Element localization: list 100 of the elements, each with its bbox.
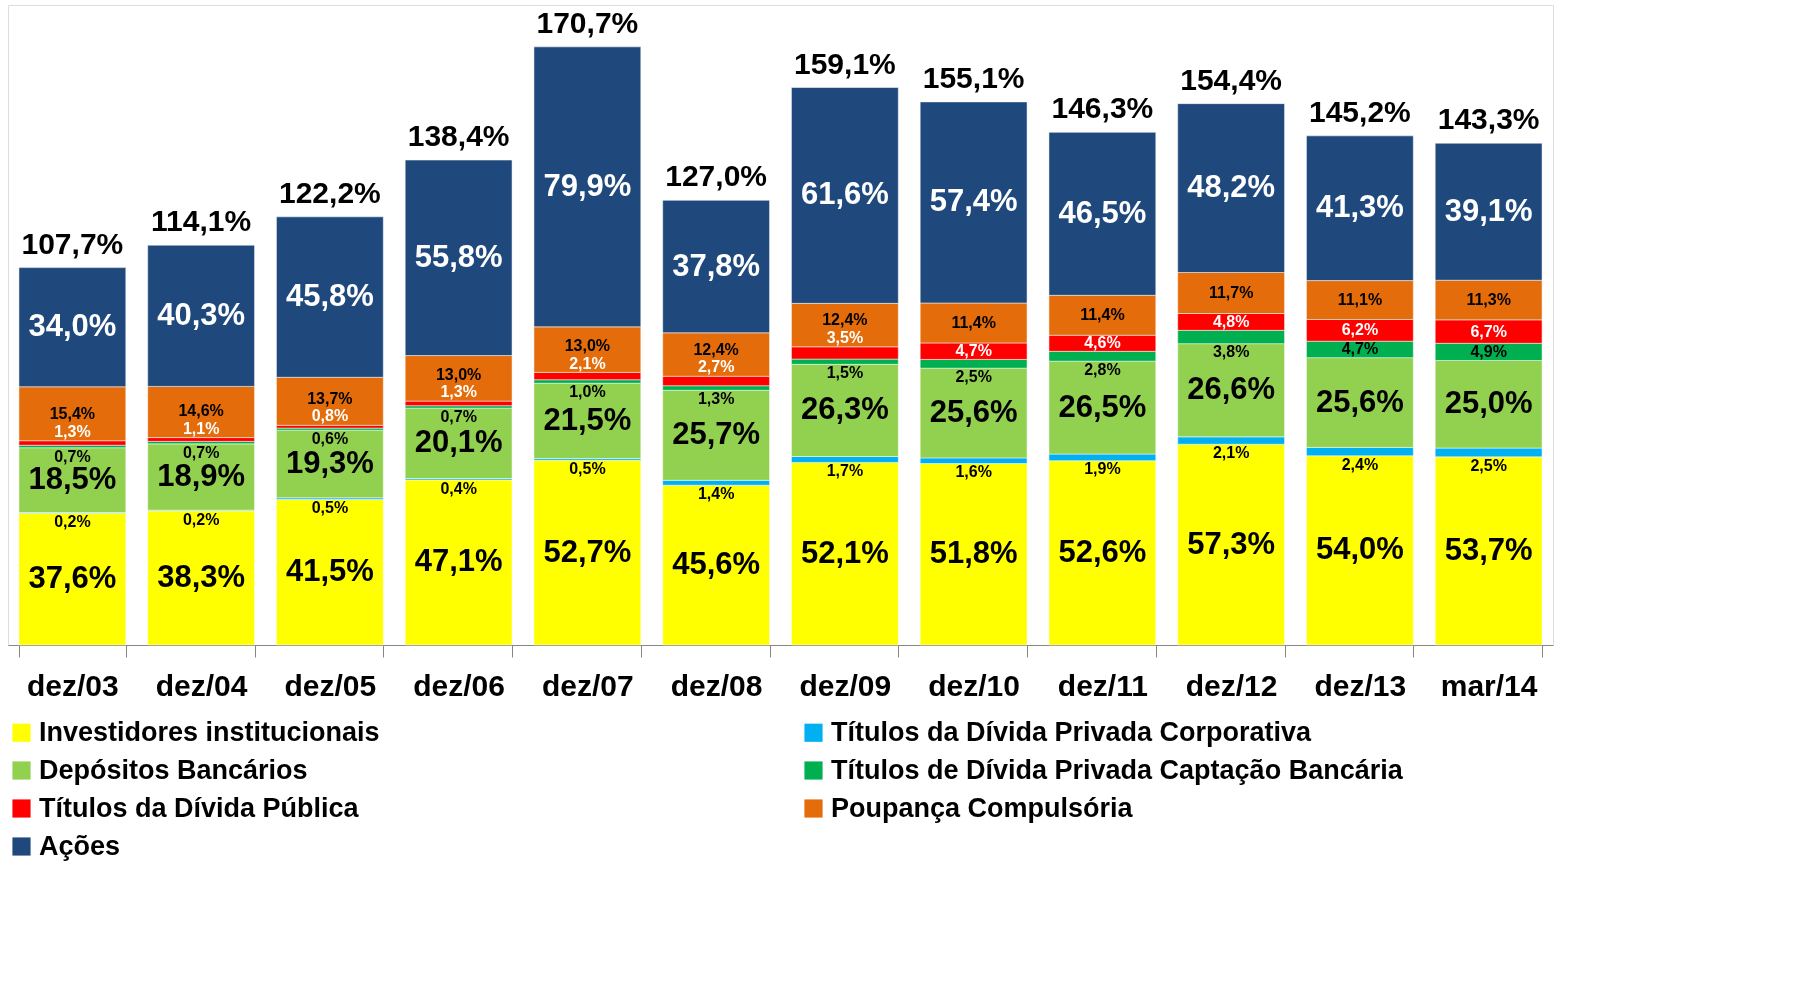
data-label: 4,7% bbox=[1341, 340, 1379, 358]
legend-label: Ações bbox=[39, 830, 121, 861]
data-label: 4,6% bbox=[1084, 333, 1121, 351]
data-label: 26,3% bbox=[800, 391, 889, 427]
data-label: 4,8% bbox=[1212, 312, 1250, 330]
data-label: 25,6% bbox=[1315, 383, 1404, 419]
data-label: 1,3% bbox=[697, 390, 735, 408]
data-label: 1,0% bbox=[569, 383, 606, 401]
data-label: 52,1% bbox=[800, 534, 889, 570]
data-label: 55,8% bbox=[414, 238, 503, 274]
data-label: 12,4% bbox=[822, 311, 868, 329]
data-label: 34,0% bbox=[28, 308, 117, 344]
x-tick-label: dez/04 bbox=[155, 668, 248, 702]
data-label: 26,6% bbox=[1187, 371, 1276, 407]
data-label: 0,7% bbox=[440, 407, 477, 425]
x-tick-label: dez/05 bbox=[284, 668, 377, 702]
data-label: 45,8% bbox=[285, 278, 374, 314]
data-label: 13,7% bbox=[307, 389, 353, 407]
data-label: 20,1% bbox=[414, 424, 503, 460]
data-label: 4,7% bbox=[955, 341, 992, 359]
x-tick-label: dez/12 bbox=[1185, 668, 1278, 702]
data-label: 2,7% bbox=[697, 358, 735, 376]
data-label: 2,1% bbox=[569, 354, 606, 372]
total-label: 155,1% bbox=[922, 60, 1025, 94]
total-label: 127,0% bbox=[665, 159, 767, 193]
data-label: 3,8% bbox=[1212, 343, 1250, 361]
legend-label: Títulos da Dívida Pública bbox=[39, 792, 360, 823]
total-label: 170,7% bbox=[536, 5, 639, 39]
data-label: 11,7% bbox=[1208, 284, 1254, 302]
data-label: 1,5% bbox=[826, 364, 864, 382]
data-label: 2,5% bbox=[955, 367, 992, 385]
x-tick-label: dez/11 bbox=[1057, 668, 1148, 702]
data-label: 61,6% bbox=[800, 176, 889, 212]
x-tick-label: dez/06 bbox=[413, 668, 505, 702]
data-label: 1,9% bbox=[1084, 460, 1121, 478]
data-label: 1,3% bbox=[440, 383, 477, 401]
legend-label: Poupança Compulsória bbox=[831, 792, 1134, 823]
data-label: 47,1% bbox=[414, 543, 503, 579]
data-label: 1,7% bbox=[826, 462, 864, 480]
data-label: 79,9% bbox=[543, 167, 632, 203]
data-label: 52,6% bbox=[1058, 533, 1147, 569]
data-label: 0,2% bbox=[182, 510, 220, 528]
data-label: 21,5% bbox=[543, 401, 632, 437]
data-label: 3,5% bbox=[826, 329, 864, 347]
data-label: 11,4% bbox=[1080, 306, 1125, 324]
data-label: 2,1% bbox=[1212, 444, 1250, 462]
total-label: 114,1% bbox=[151, 204, 252, 238]
data-label: 41,3% bbox=[1315, 189, 1404, 225]
data-label: 11,1% bbox=[1337, 291, 1383, 309]
data-label: 54,0% bbox=[1315, 531, 1404, 567]
total-label: 107,7% bbox=[21, 226, 124, 260]
data-label: 25,7% bbox=[672, 416, 761, 452]
data-label: 0,8% bbox=[311, 407, 349, 425]
data-label: 52,7% bbox=[543, 533, 632, 569]
data-label: 4,9% bbox=[1470, 342, 1507, 360]
data-label: 45,6% bbox=[672, 546, 761, 582]
data-label: 41,5% bbox=[285, 553, 374, 589]
legend-label: Títulos da Dívida Privada Corporativa bbox=[831, 716, 1313, 747]
data-label: 57,4% bbox=[929, 183, 1018, 219]
data-label: 40,3% bbox=[157, 296, 246, 332]
data-label: 1,1% bbox=[182, 419, 220, 437]
data-label: 11,3% bbox=[1466, 291, 1511, 309]
data-label: 1,3% bbox=[54, 422, 91, 440]
total-label: 143,3% bbox=[1437, 102, 1540, 136]
legend-label: Investidores institucionais bbox=[39, 716, 380, 747]
data-label: 53,7% bbox=[1444, 531, 1533, 567]
x-tick-label: dez/10 bbox=[928, 668, 1020, 702]
data-label: 15,4% bbox=[49, 404, 96, 422]
data-label: 37,8% bbox=[672, 247, 761, 283]
data-label: 25,6% bbox=[929, 394, 1018, 430]
data-label: 6,7% bbox=[1470, 322, 1507, 340]
data-label: 13,0% bbox=[435, 365, 482, 383]
data-label: 0,7% bbox=[182, 443, 220, 461]
data-label: 6,2% bbox=[1341, 321, 1379, 339]
x-tick-label: dez/13 bbox=[1314, 668, 1407, 702]
data-label: 14,6% bbox=[178, 402, 224, 420]
total-label: 145,2% bbox=[1309, 94, 1411, 128]
data-label: 12,4% bbox=[693, 340, 739, 358]
data-label: 0,5% bbox=[569, 460, 606, 478]
data-label: 38,3% bbox=[157, 558, 246, 594]
data-label: 48,2% bbox=[1187, 169, 1276, 205]
x-tick-label: dez/08 bbox=[670, 668, 763, 702]
total-label: 138,4% bbox=[407, 119, 510, 153]
total-label: 159,1% bbox=[794, 46, 896, 80]
legend-label: Depósitos Bancários bbox=[39, 754, 308, 785]
data-label: 0,5% bbox=[311, 499, 349, 517]
data-label: 25,0% bbox=[1444, 385, 1533, 421]
x-tick-label: dez/09 bbox=[799, 668, 892, 702]
data-label: 0,7% bbox=[54, 447, 91, 465]
legend-label: Títulos de Dívida Privada Captação Bancária bbox=[831, 754, 1404, 785]
data-label: 0,2% bbox=[54, 513, 91, 531]
x-tick-label: dez/07 bbox=[542, 668, 634, 702]
total-label: 146,3% bbox=[1051, 91, 1154, 125]
data-label: 11,4% bbox=[951, 313, 996, 331]
x-tick-label: mar/14 bbox=[1440, 668, 1538, 702]
total-label: 122,2% bbox=[279, 175, 381, 209]
total-label: 154,4% bbox=[1180, 62, 1282, 96]
data-label: 2,4% bbox=[1341, 455, 1379, 473]
data-label: 1,6% bbox=[955, 463, 992, 481]
data-label: 13,0% bbox=[564, 336, 611, 354]
